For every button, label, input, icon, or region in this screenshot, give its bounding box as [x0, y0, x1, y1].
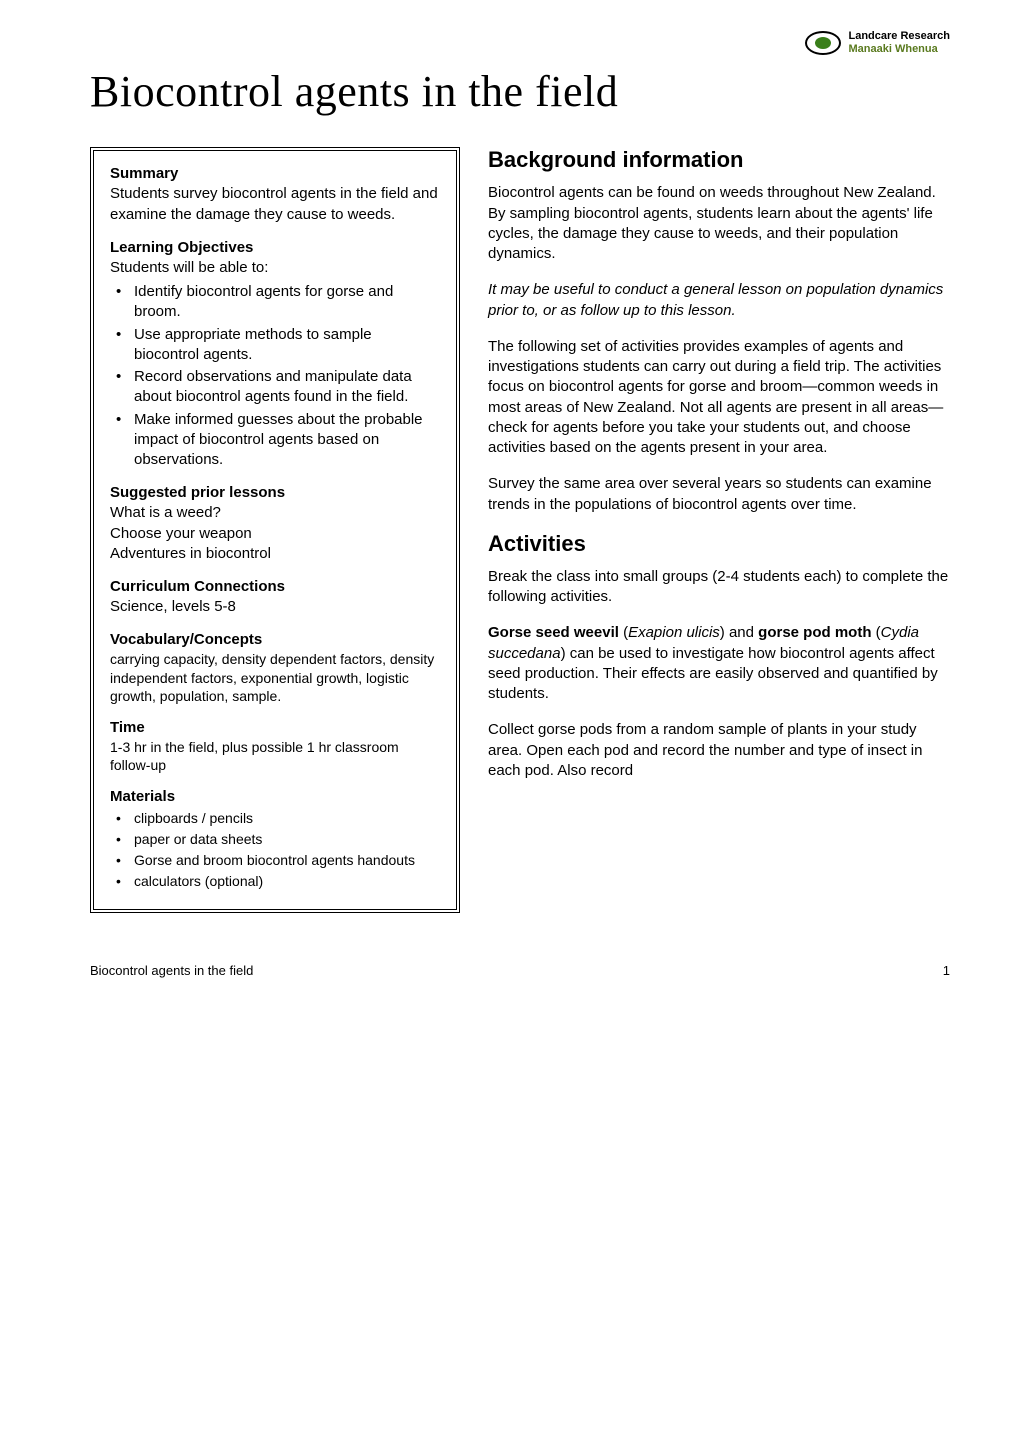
objectives-head: Learning Objectives: [110, 239, 440, 256]
main-content: Background information Biocontrol agents…: [488, 147, 950, 797]
list-item: Record observations and manipulate data …: [110, 367, 440, 408]
activities-p3: Collect gorse pods from a random sample …: [488, 720, 950, 781]
background-p3: The following set of activities provides…: [488, 337, 950, 459]
materials-head: Materials: [110, 788, 440, 805]
time-text: 1-3 hr in the field, plus possible 1 hr …: [110, 738, 440, 774]
summary-text: Students survey biocontrol agents in the…: [110, 184, 440, 225]
page-number: 1: [943, 963, 950, 978]
materials-list: clipboards / pencils paper or data sheet…: [110, 809, 440, 891]
prior-line: Choose your weapon: [110, 524, 440, 544]
text: (: [619, 624, 628, 641]
footer-left: Biocontrol agents in the field: [90, 963, 253, 978]
list-item: Make informed guesses about the probable…: [110, 410, 440, 471]
text: (: [871, 624, 880, 641]
background-head: Background information: [488, 147, 950, 173]
activities-p1: Break the class into small groups (2-4 s…: [488, 567, 950, 608]
activities-head: Activities: [488, 531, 950, 557]
species-bold: gorse pod moth: [758, 624, 871, 641]
prior-line: What is a weed?: [110, 503, 440, 523]
vocab-head: Vocabulary/Concepts: [110, 631, 440, 648]
list-item: Gorse and broom biocontrol agents handou…: [110, 851, 440, 870]
landcare-logo-icon: [805, 31, 841, 55]
vocab-text: carrying capacity, density dependent fac…: [110, 650, 440, 705]
summary-box: Summary Students survey biocontrol agent…: [90, 147, 460, 913]
list-item: paper or data sheets: [110, 830, 440, 849]
curriculum-text: Science, levels 5-8: [110, 597, 440, 617]
list-item: calculators (optional): [110, 872, 440, 891]
time-head: Time: [110, 719, 440, 736]
background-p2: It may be useful to conduct a general le…: [488, 280, 950, 321]
curriculum-head: Curriculum Connections: [110, 578, 440, 595]
page-title: Biocontrol agents in the field: [90, 66, 950, 117]
logo-line1: Landcare Research: [849, 30, 951, 43]
list-item: clipboards / pencils: [110, 809, 440, 828]
prior-head: Suggested prior lessons: [110, 484, 440, 501]
species-bold: Gorse seed weevil: [488, 624, 619, 641]
objectives-list: Identify biocontrol agents for gorse and…: [110, 282, 440, 470]
logo: Landcare Research Manaaki Whenua: [90, 30, 950, 56]
summary-head: Summary: [110, 165, 440, 182]
sidebar: Summary Students survey biocontrol agent…: [90, 147, 460, 913]
activities-p2: Gorse seed weevil (Exapion ulicis) and g…: [488, 623, 950, 704]
background-p1: Biocontrol agents can be found on weeds …: [488, 183, 950, 264]
list-item: Use appropriate methods to sample biocon…: [110, 325, 440, 366]
list-item: Identify biocontrol agents for gorse and…: [110, 282, 440, 323]
text: ) and: [720, 624, 758, 641]
background-p4: Survey the same area over several years …: [488, 474, 950, 515]
species-italic: Exapion ulicis: [628, 624, 720, 641]
prior-line: Adventures in biocontrol: [110, 544, 440, 564]
logo-text: Landcare Research Manaaki Whenua: [849, 30, 951, 56]
objectives-intro: Students will be able to:: [110, 258, 440, 278]
footer: Biocontrol agents in the field 1: [90, 963, 950, 978]
content-columns: Summary Students survey biocontrol agent…: [90, 147, 950, 913]
logo-line2: Manaaki Whenua: [849, 43, 951, 56]
